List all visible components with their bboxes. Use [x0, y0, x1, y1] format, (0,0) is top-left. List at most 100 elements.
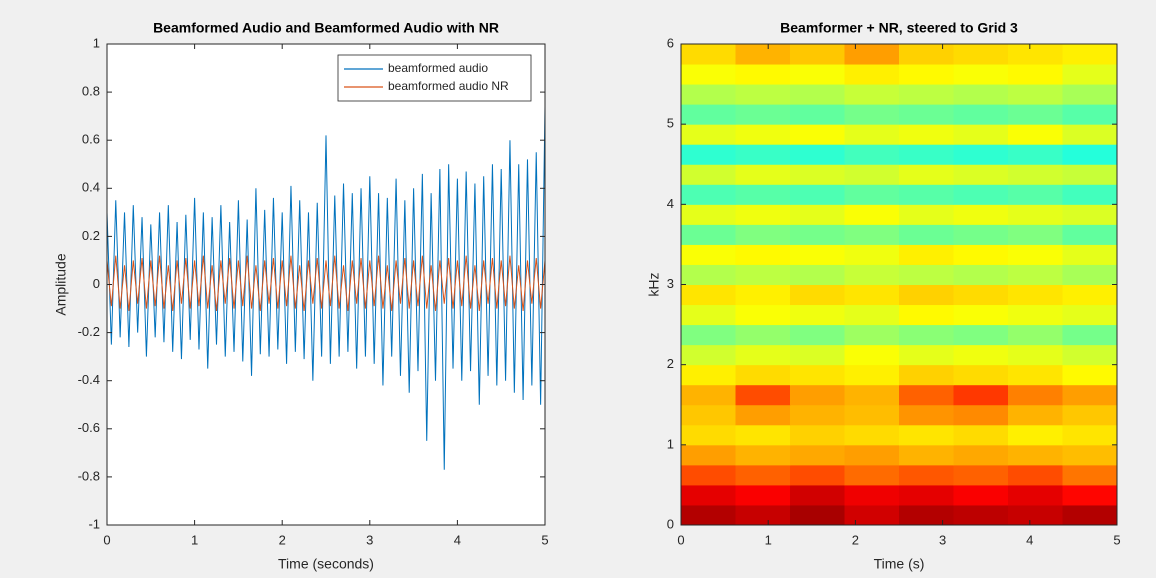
heatmap-cell — [735, 184, 791, 205]
heatmap-cell — [953, 284, 1009, 306]
heatmap-cell — [1008, 364, 1063, 386]
heatmap-cell — [735, 124, 791, 145]
heatmap-cell — [1008, 84, 1063, 105]
heatmap-cell — [1008, 404, 1063, 426]
y-tick-label: 0.8 — [82, 84, 100, 99]
heatmap-cell — [953, 464, 1009, 486]
heatmap-cell — [953, 244, 1009, 265]
heatmap-cell — [681, 344, 736, 366]
heatmap-cell — [844, 424, 900, 446]
heatmap-cell — [790, 184, 845, 205]
heatmap-cell — [681, 424, 736, 446]
y-tick-label: -1 — [88, 516, 100, 531]
plot-content — [107, 106, 545, 470]
heatmap-cell — [735, 304, 791, 326]
heatmap-cell — [899, 444, 954, 466]
heatmap-cell — [681, 304, 736, 326]
heatmap-cell — [735, 364, 791, 386]
y-tick-label: 0.6 — [82, 132, 100, 147]
heatmap-cell — [681, 244, 736, 265]
heatmap-cell — [790, 284, 845, 306]
heatmap-cell — [681, 84, 736, 105]
heatmap-cell — [953, 504, 1009, 525]
heatmap-cell — [681, 364, 736, 386]
x-axis-label: Time (seconds) — [278, 556, 374, 572]
heatmap-cell — [735, 44, 791, 65]
heatmap-cell — [1008, 264, 1063, 285]
heatmap-cell — [1062, 364, 1117, 386]
heatmap-cell — [735, 144, 791, 165]
heatmap-cell — [1062, 324, 1117, 346]
heatmap-cell — [899, 464, 954, 486]
heatmap-cell — [681, 284, 736, 306]
heatmap-cell — [953, 364, 1009, 386]
heatmap-cell — [790, 244, 845, 265]
y-tick-label: 1 — [667, 436, 674, 451]
heatmap-cell — [1062, 284, 1117, 306]
heatmap-cell — [844, 244, 900, 265]
heatmap-cell — [1008, 444, 1063, 466]
heatmap-cell — [681, 124, 736, 145]
heatmap-cell — [1062, 424, 1117, 446]
heatmap-cell — [899, 144, 954, 165]
heatmap-cell — [899, 104, 954, 125]
heatmap-cell — [735, 264, 791, 285]
heatmap-cell — [735, 84, 791, 105]
heatmap-cell — [1008, 504, 1063, 525]
heatmap-cell — [1008, 324, 1063, 346]
heatmap-cell — [899, 204, 954, 225]
heatmap-cell — [953, 484, 1009, 506]
heatmap-cell — [844, 104, 900, 125]
heatmap-cell — [1062, 264, 1117, 285]
heatmap-cell — [1008, 124, 1063, 145]
heatmap-cell — [790, 304, 845, 326]
x-tick-label: 0 — [677, 532, 684, 547]
heatmap-cell — [953, 64, 1009, 85]
heatmap-cell — [1062, 404, 1117, 426]
x-tick-label: 2 — [279, 532, 286, 547]
heatmap-cell — [735, 224, 791, 245]
heatmap-cell — [844, 444, 900, 466]
heatmap-cell — [1062, 184, 1117, 205]
heatmap-cell — [681, 44, 736, 65]
heatmap-cell — [953, 324, 1009, 346]
y-tick-label: 1 — [93, 35, 100, 50]
x-tick-label: 3 — [939, 532, 946, 547]
heatmap-cell — [844, 164, 900, 185]
heatmap-cell — [1062, 464, 1117, 486]
heatmap-cell — [790, 44, 845, 65]
heatmap-cell — [681, 184, 736, 205]
heatmap-cell — [735, 204, 791, 225]
heatmap-cell — [681, 484, 736, 506]
heatmap-cell — [844, 84, 900, 105]
x-tick-label: 5 — [541, 532, 548, 547]
heatmap-cell — [1062, 204, 1117, 225]
heatmap-cell — [844, 204, 900, 225]
heatmap-cell — [899, 44, 954, 65]
heatmap-cell — [1062, 164, 1117, 185]
heatmap-cell — [790, 364, 845, 386]
heatmap-cell — [681, 104, 736, 125]
heatmap-cell — [844, 344, 900, 366]
data-line — [107, 106, 545, 470]
heatmap-cell — [735, 344, 791, 366]
y-tick-label: 3 — [667, 276, 674, 291]
heatmap-cell — [790, 404, 845, 426]
heatmap-cell — [1008, 344, 1063, 366]
heatmap-cell — [681, 264, 736, 285]
heatmap-cell — [844, 284, 900, 306]
heatmap-cell — [1062, 224, 1117, 245]
legend-box — [337, 54, 532, 102]
heatmap-cell — [1062, 44, 1117, 65]
heatmap-cell — [899, 84, 954, 105]
heatmap-cell — [735, 464, 791, 486]
heatmap-cell — [1008, 304, 1063, 326]
heatmap-cell — [899, 124, 954, 145]
heatmap-cell — [1062, 84, 1117, 105]
heatmap-cell — [953, 44, 1009, 65]
heatmap-cell — [844, 324, 900, 346]
heatmap-cell — [1062, 504, 1117, 525]
heatmap-cell — [681, 384, 736, 406]
heatmap-cell — [953, 304, 1009, 326]
